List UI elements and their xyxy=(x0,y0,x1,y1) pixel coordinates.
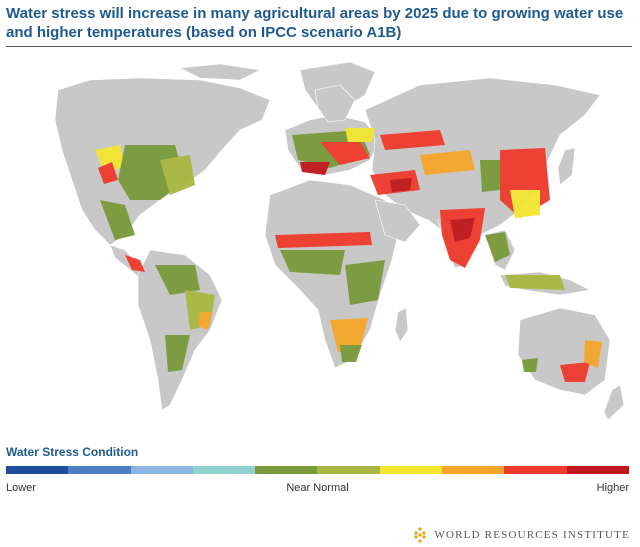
wri-diamond-icon xyxy=(414,527,427,543)
stress-mediterranean xyxy=(300,162,330,175)
legend-swatch xyxy=(379,466,443,474)
stress-sa-orange xyxy=(198,312,212,330)
legend-swatch xyxy=(255,466,318,474)
new-zealand xyxy=(603,384,625,421)
world-map-svg xyxy=(54,61,625,421)
japan xyxy=(557,147,576,186)
legend-swatch xyxy=(504,466,567,474)
stress-europe-yellow xyxy=(345,128,375,142)
arabia xyxy=(374,199,421,243)
stress-central-asia xyxy=(420,150,475,175)
stress-aus-se xyxy=(560,362,590,382)
stress-south-africa-green xyxy=(340,345,362,362)
map-title: Water stress will increase in many agric… xyxy=(6,5,624,41)
legend-swatch xyxy=(566,466,629,474)
stress-us-east xyxy=(160,155,195,195)
stress-russia-red xyxy=(380,130,445,150)
legend-swatch xyxy=(68,466,131,474)
legend-color-bar xyxy=(6,466,629,474)
legend-swatch xyxy=(442,466,505,474)
stress-east-africa xyxy=(345,260,385,305)
legend-title: Water Stress Condition xyxy=(6,445,139,459)
stress-europe-red xyxy=(320,142,370,165)
stress-west-africa xyxy=(280,250,345,275)
legend-label-near-normal: Near Normal xyxy=(286,482,349,494)
legend-swatch xyxy=(130,466,193,474)
title-divider xyxy=(6,46,632,47)
legend-swatch xyxy=(192,466,256,474)
stress-china-green xyxy=(480,160,500,192)
stress-central-am xyxy=(125,255,145,272)
stress-middle-east-dark xyxy=(390,178,412,192)
stress-sahel xyxy=(275,232,372,248)
legend-labels: Lower Near Normal Higher xyxy=(6,482,629,498)
stress-aus-sw xyxy=(522,358,538,372)
legend-swatch xyxy=(6,466,69,474)
stress-india-dark xyxy=(450,218,475,242)
scandinavia xyxy=(314,84,356,123)
legend-swatch xyxy=(317,466,380,474)
stress-south-africa xyxy=(330,318,368,352)
source-name: WORLD RESOURCES INSTITUTE xyxy=(434,529,630,541)
arctic-islands xyxy=(178,63,261,81)
madagascar xyxy=(394,307,409,343)
stress-sa-south xyxy=(165,335,190,372)
stress-china-yellow xyxy=(510,190,540,218)
south-america xyxy=(137,249,223,411)
world-map xyxy=(0,50,640,430)
legend-label-higher: Higher xyxy=(596,482,629,494)
stress-aus-east xyxy=(584,340,602,368)
stress-indonesia xyxy=(505,275,565,290)
stress-se-asia xyxy=(485,232,510,262)
source-attribution: WORLD RESOURCES INSTITUTE xyxy=(412,527,630,543)
legend-label-lower: Lower xyxy=(6,482,36,494)
water-stress-overlay xyxy=(95,128,602,382)
stress-mexico xyxy=(100,200,135,240)
stress-sa-north xyxy=(155,265,200,295)
stress-us-west-red xyxy=(98,162,118,184)
